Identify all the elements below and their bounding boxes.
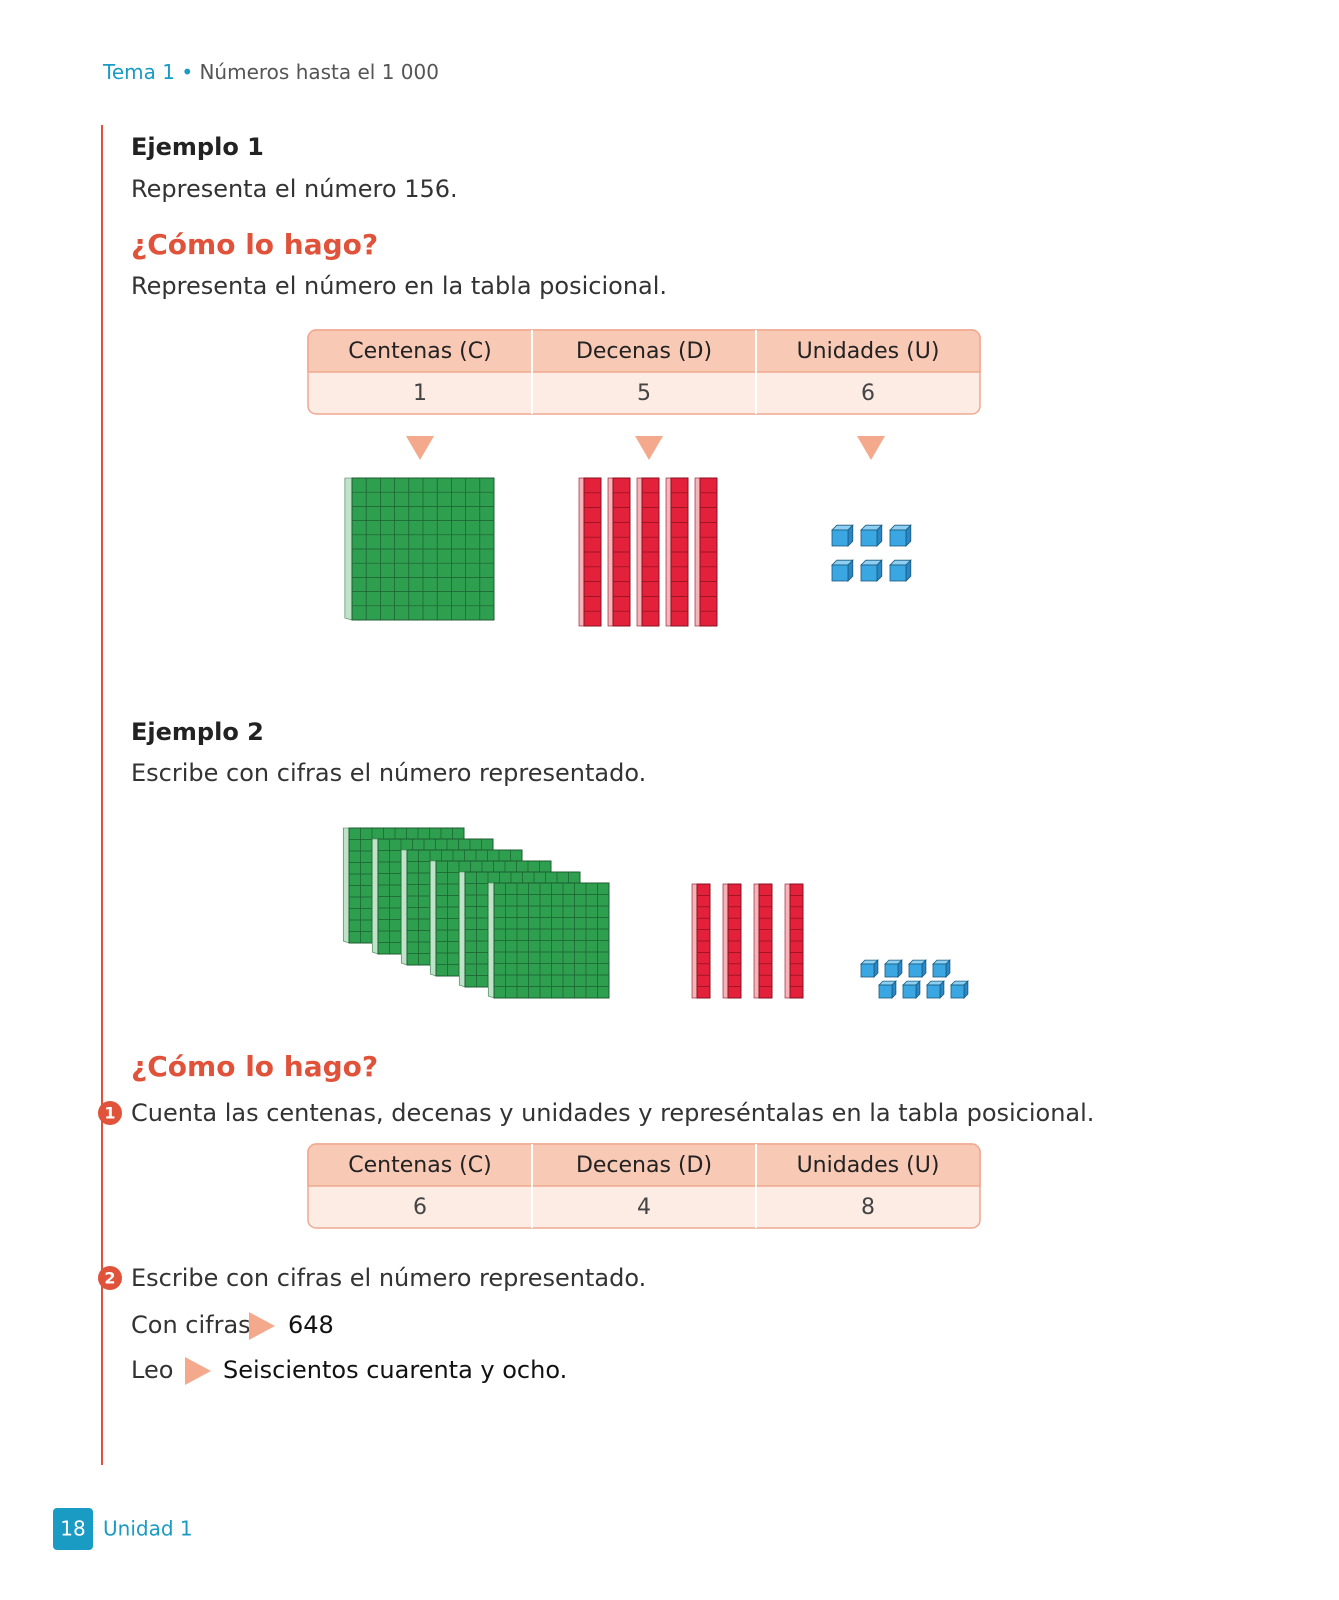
topic: Tema 1: [102, 60, 175, 84]
cube: [860, 963, 875, 978]
table-cell: 4: [637, 1195, 651, 1220]
step-text: Escribe con cifras el número representad…: [131, 1264, 646, 1292]
table-cell: 6: [413, 1195, 427, 1220]
hundreds-blocks: [344, 477, 495, 621]
table-header: Unidades (U): [797, 1153, 940, 1178]
table-header: Decenas (D): [576, 339, 712, 364]
header-title: Números hasta el 1 000: [199, 60, 439, 84]
table-header-bg: [307, 1143, 981, 1187]
read-label: Leo: [131, 1356, 173, 1384]
table-header-bg: [307, 329, 981, 373]
flat-side: [342, 827, 350, 944]
flat-side: [458, 871, 466, 988]
cube: [860, 564, 878, 582]
page-number: 18: [60, 1517, 85, 1541]
prompt: Representa el número 156.: [131, 175, 458, 203]
separator: •: [181, 60, 193, 84]
cube: [889, 564, 907, 582]
unit: Unidad 1: [103, 1517, 193, 1541]
step-number: 1: [104, 1104, 115, 1123]
tens-blocks: [691, 883, 804, 999]
cube: [831, 564, 849, 582]
flat-side: [400, 849, 408, 966]
how-heading: ¿Cómo lo hago?: [131, 1050, 378, 1083]
cube: [950, 984, 965, 999]
flat-side: [429, 860, 437, 977]
down-arrow: [857, 436, 885, 460]
step-number: 2: [104, 1269, 115, 1288]
flat-side: [487, 882, 495, 999]
instruction: Representa el número en la tabla posicio…: [131, 272, 667, 300]
cube: [878, 984, 893, 999]
rod-side: [722, 883, 729, 999]
rod-side: [607, 477, 614, 627]
how-heading: ¿Cómo lo hago?: [131, 228, 378, 261]
table-header: Unidades (U): [797, 339, 940, 364]
table-cell: 8: [861, 1195, 875, 1220]
down-arrow: [406, 436, 434, 460]
cube: [932, 963, 947, 978]
rod-side: [691, 883, 698, 999]
hundreds-blocks: [342, 827, 610, 999]
cube: [926, 984, 941, 999]
cube: [889, 529, 907, 547]
cube: [884, 963, 899, 978]
flat-side: [371, 838, 379, 955]
rod-side: [636, 477, 643, 627]
page-badge: [53, 1508, 93, 1550]
flat-side: [344, 477, 353, 621]
table-cell: 6: [861, 381, 875, 406]
rod-side: [578, 477, 585, 627]
prompt: Escribe con cifras el número representad…: [131, 759, 646, 787]
cube: [902, 984, 917, 999]
rod-side: [753, 883, 760, 999]
digits: 648: [288, 1311, 334, 1339]
step-badge: [98, 1101, 122, 1125]
step-text: Cuenta las centenas, decenas y unidades …: [131, 1099, 1094, 1127]
table-cell: 5: [637, 381, 651, 406]
table-header: Centenas (C): [348, 1153, 491, 1178]
play-arrow: [249, 1312, 275, 1340]
table-header: Centenas (C): [348, 339, 491, 364]
units-blocks: [831, 524, 912, 582]
tens-blocks: [578, 477, 718, 627]
cube: [831, 529, 849, 547]
cube: [860, 529, 878, 547]
units-blocks: [860, 959, 969, 999]
reading: Seiscientos cuarenta y ocho.: [223, 1356, 567, 1384]
step-badge: [98, 1266, 122, 1290]
play-arrow: [185, 1357, 211, 1385]
rod-side: [694, 477, 701, 627]
table-cell: 1: [413, 381, 427, 406]
header: Tema 1 • Números hasta el 1 000: [102, 60, 439, 84]
example-title: Ejemplo 2: [131, 718, 264, 746]
cube: [908, 963, 923, 978]
down-arrow: [635, 436, 663, 460]
rod-side: [665, 477, 672, 627]
rod-side: [784, 883, 791, 999]
digits-label: Con cifras: [131, 1311, 251, 1339]
table-header: Decenas (D): [576, 1153, 712, 1178]
example-title: Ejemplo 1: [131, 133, 264, 161]
